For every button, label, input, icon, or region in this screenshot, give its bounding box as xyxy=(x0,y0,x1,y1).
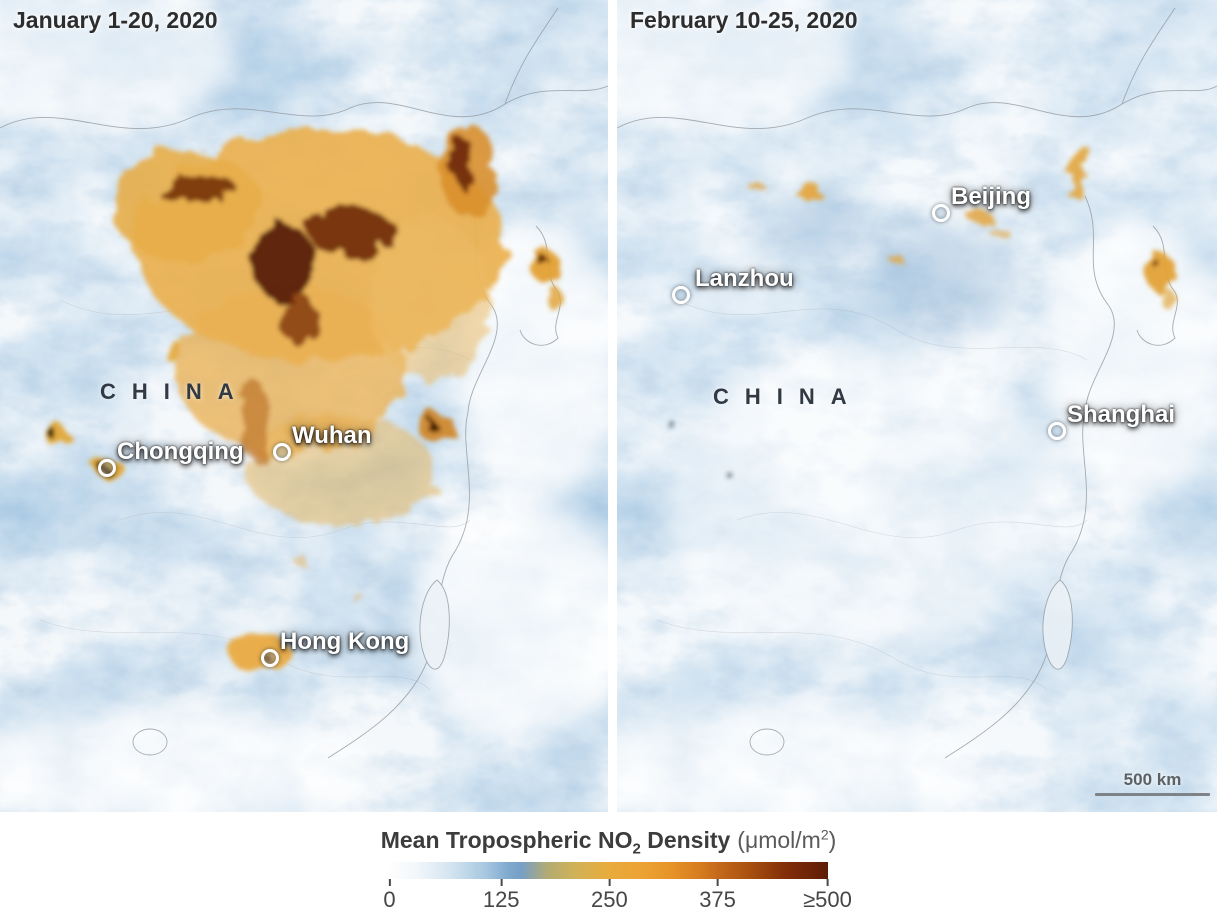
tick-label: ≥500 xyxy=(803,887,852,912)
colorbar-ticks: 0 125 250 375 ≥500 xyxy=(383,879,852,912)
city-dot-icon xyxy=(672,286,690,304)
legend-title: Mean Tropospheric NO2 Density (μmol/m2) xyxy=(0,826,1217,857)
city-label: Beijing xyxy=(951,183,1032,210)
legend: Mean Tropospheric NO2 Density (μmol/m2) 0… xyxy=(0,826,1217,912)
tick-0: 0 xyxy=(383,879,396,912)
scale-bar-label: 500 km xyxy=(1123,770,1182,789)
tick-mark xyxy=(500,879,503,887)
border-lines xyxy=(617,7,1217,759)
map-panel-january: January 1-20, 2020 CHINA Chongqing Wuhan… xyxy=(0,0,608,812)
province-lines xyxy=(656,299,1088,691)
map-february xyxy=(617,0,1217,812)
map-panel-february: February 10-25, 2020 CHINA Lanzhou Beiji… xyxy=(617,0,1217,812)
colorbar-gradient xyxy=(389,862,828,880)
map-january xyxy=(0,0,608,812)
tick-250: 250 xyxy=(591,879,628,912)
legend-title-main: Mean Tropospheric NO xyxy=(380,826,633,853)
tick-label: 125 xyxy=(482,887,520,912)
city-label: Lanzhou xyxy=(695,265,794,292)
scale-bar: 500 km xyxy=(1095,770,1210,796)
tick-label: 250 xyxy=(591,887,628,912)
city-label: Wuhan xyxy=(292,422,372,449)
tick-mark xyxy=(826,879,829,887)
border-lines xyxy=(0,7,608,759)
region-label-china-left: CHINA xyxy=(100,379,250,404)
tick-mark xyxy=(608,879,611,887)
panel-title-january: January 1-20, 2020 xyxy=(13,7,218,33)
panel-title-february: February 10-25, 2020 xyxy=(630,7,858,33)
tick-mark xyxy=(716,879,719,887)
tick-mark xyxy=(388,879,391,887)
sea-highlight xyxy=(617,0,1217,812)
city-dot-icon xyxy=(261,649,279,667)
region-label-china-right: CHINA xyxy=(713,384,863,409)
tick-label: 375 xyxy=(699,887,736,912)
tick-125: 125 xyxy=(483,879,520,912)
tick-375: 375 xyxy=(699,879,736,912)
city-label: Chongqing xyxy=(117,438,244,465)
legend-title-main-2: Density xyxy=(640,826,731,853)
city-dot-icon xyxy=(273,443,291,461)
legend-units-superscript: 2 xyxy=(820,826,829,842)
scale-bar-line xyxy=(1095,793,1210,796)
legend-title-subscript: 2 xyxy=(632,840,641,858)
tick-label: 0 xyxy=(383,887,396,912)
tick-500: ≥500 xyxy=(803,879,852,912)
city-label: Shanghai xyxy=(1067,401,1176,428)
city-dot-icon xyxy=(932,204,950,222)
city-dot-icon xyxy=(1048,422,1066,440)
city-label: Hong Kong xyxy=(280,628,410,655)
pollution-overlay-february xyxy=(674,148,1176,473)
sea-highlight xyxy=(0,0,608,812)
pollution-overlay-january xyxy=(45,124,565,672)
legend-units: (μmol/m2) xyxy=(737,826,837,853)
city-dot-icon xyxy=(98,459,116,477)
